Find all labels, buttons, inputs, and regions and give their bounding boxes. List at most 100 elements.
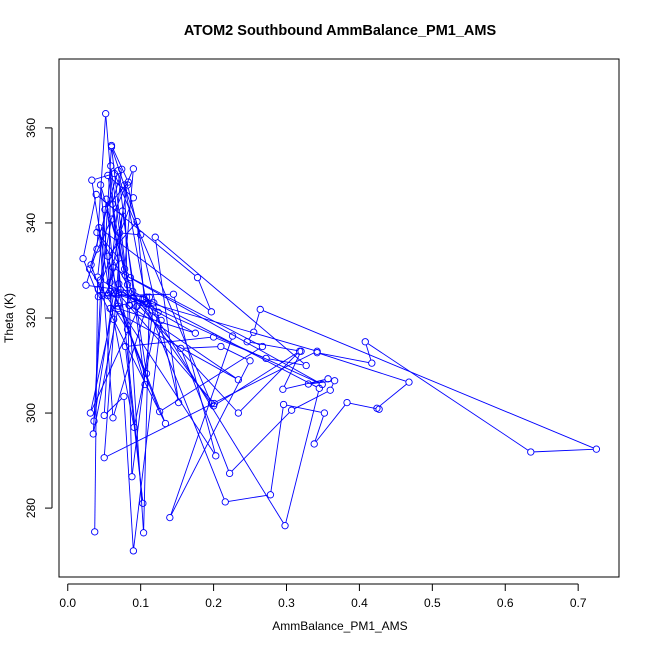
data-point bbox=[120, 265, 129, 273]
data-point bbox=[246, 357, 254, 365]
data-point bbox=[106, 304, 114, 313]
data-point bbox=[592, 445, 601, 453]
series-segment bbox=[120, 296, 213, 402]
series-segment bbox=[320, 352, 369, 363]
x-tick-label: 0.7 bbox=[570, 596, 587, 610]
series-segment bbox=[170, 363, 249, 515]
data-point bbox=[209, 333, 218, 341]
plot-area bbox=[58, 58, 620, 578]
data-point bbox=[85, 265, 94, 273]
series-segment bbox=[123, 399, 134, 548]
data-point bbox=[133, 217, 141, 226]
data-point bbox=[174, 398, 183, 407]
series-segment bbox=[110, 285, 165, 421]
data-point bbox=[128, 473, 136, 481]
series-segment bbox=[112, 207, 143, 501]
series-segment bbox=[143, 300, 150, 530]
data-point bbox=[225, 469, 234, 478]
data-point bbox=[256, 305, 264, 314]
series-segment bbox=[216, 337, 264, 358]
series-segment bbox=[133, 323, 162, 548]
data-point bbox=[304, 380, 313, 388]
series-segment bbox=[231, 412, 290, 472]
series-segment bbox=[133, 278, 260, 346]
series-segment bbox=[112, 172, 122, 201]
series-segment bbox=[147, 306, 225, 500]
data-point bbox=[129, 294, 138, 303]
data-point bbox=[95, 224, 103, 232]
data-point bbox=[115, 280, 123, 288]
series-segment bbox=[286, 404, 322, 413]
series-segment bbox=[118, 173, 146, 382]
y-tick-label: 280 bbox=[24, 498, 38, 518]
data-point bbox=[250, 328, 258, 336]
data-point bbox=[139, 295, 147, 303]
data-point bbox=[177, 344, 185, 353]
data-point bbox=[130, 423, 138, 431]
series-segment bbox=[254, 312, 260, 330]
data-point bbox=[527, 448, 535, 456]
x-tick-label: 0.1 bbox=[132, 596, 149, 610]
data-point bbox=[326, 386, 334, 394]
data-point bbox=[86, 409, 95, 417]
series-segment bbox=[250, 341, 298, 352]
data-point bbox=[234, 376, 243, 384]
series-segment bbox=[181, 351, 229, 471]
x-tick-label: 0.0 bbox=[59, 596, 76, 610]
series-segment bbox=[91, 183, 114, 317]
series-segment bbox=[112, 148, 128, 180]
data-point bbox=[228, 332, 237, 340]
data-point bbox=[115, 229, 124, 237]
y-tick-label: 340 bbox=[24, 213, 38, 233]
data-point bbox=[302, 361, 310, 370]
series-segment bbox=[350, 402, 376, 410]
series-segment bbox=[157, 239, 304, 364]
series-segment bbox=[124, 188, 147, 301]
data-point bbox=[110, 169, 119, 178]
y-tick-label: 300 bbox=[24, 403, 38, 423]
series-segment bbox=[320, 353, 406, 382]
data-point bbox=[142, 369, 151, 378]
data-point bbox=[118, 165, 126, 173]
data-point bbox=[157, 316, 165, 325]
y-axis: 280 300 320 340 360 bbox=[24, 118, 53, 518]
data-point bbox=[94, 285, 103, 294]
series-segment bbox=[198, 280, 211, 309]
series-segment bbox=[184, 346, 218, 349]
data-point bbox=[115, 290, 123, 298]
y-axis-label: Theta (K) bbox=[2, 293, 16, 343]
data-point bbox=[123, 181, 132, 189]
series-segment bbox=[98, 196, 196, 276]
series-segment bbox=[294, 391, 328, 410]
data-point bbox=[191, 329, 200, 337]
data-point bbox=[114, 304, 122, 313]
series-line bbox=[83, 116, 594, 548]
series-segment bbox=[127, 188, 179, 400]
data-point bbox=[266, 491, 275, 499]
data-point bbox=[92, 190, 100, 199]
data-point bbox=[106, 278, 114, 287]
series-segment bbox=[367, 343, 529, 451]
x-tick-label: 0.3 bbox=[278, 596, 295, 610]
data-point bbox=[145, 293, 154, 301]
data-point bbox=[102, 110, 110, 118]
series-segment bbox=[106, 398, 122, 414]
series-segment bbox=[110, 169, 125, 266]
series-segment bbox=[173, 297, 216, 453]
data-point bbox=[141, 380, 149, 389]
data-point bbox=[281, 522, 289, 530]
x-axis-label: AmmBalance_PM1_AMS bbox=[272, 619, 407, 633]
series-segment bbox=[331, 383, 334, 388]
data-point bbox=[123, 281, 132, 289]
series-segment bbox=[113, 291, 315, 351]
data-point bbox=[121, 342, 130, 351]
data-point bbox=[104, 292, 112, 300]
data-point bbox=[109, 414, 117, 422]
data-point bbox=[212, 452, 220, 460]
series-segment bbox=[269, 358, 304, 366]
data-point bbox=[279, 400, 288, 409]
x-tick-label: 0.2 bbox=[205, 596, 222, 610]
series-segment bbox=[101, 229, 210, 311]
data-point bbox=[207, 308, 216, 316]
series-segment bbox=[131, 306, 154, 474]
